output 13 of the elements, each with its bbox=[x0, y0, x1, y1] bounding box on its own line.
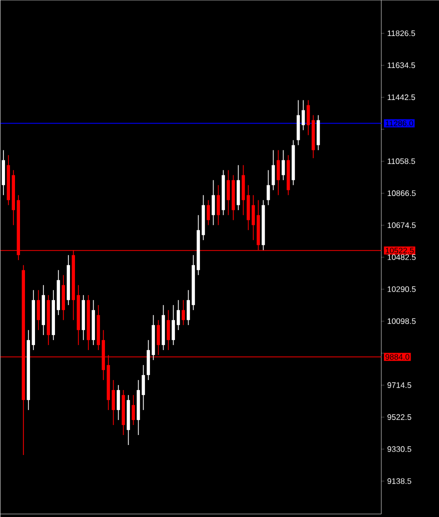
candlestick bbox=[216, 184, 220, 226]
candlestick bbox=[112, 380, 115, 426]
candlestick bbox=[132, 394, 135, 426]
candlestick bbox=[266, 170, 270, 206]
candlestick bbox=[212, 180, 215, 226]
candlestick bbox=[276, 150, 280, 196]
candlestick bbox=[206, 200, 210, 226]
candlestick bbox=[36, 290, 40, 330]
candlestick bbox=[166, 310, 170, 350]
candlestick bbox=[282, 150, 285, 181]
candlestick bbox=[182, 300, 185, 326]
candlestick bbox=[116, 384, 120, 420]
candlestick bbox=[272, 150, 275, 191]
